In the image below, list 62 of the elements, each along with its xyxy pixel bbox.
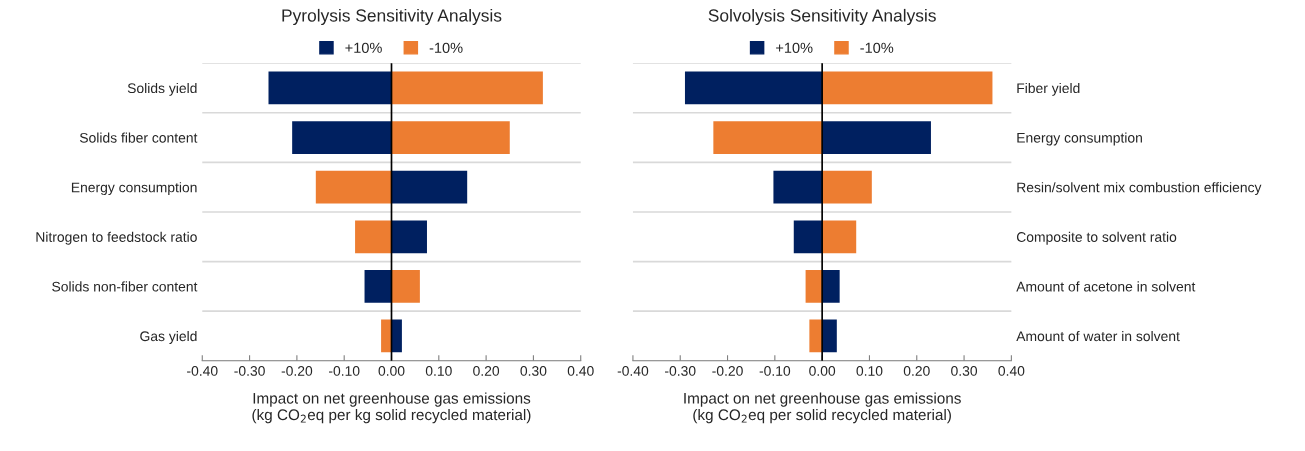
bar [391,121,510,154]
x-tick-label: -0.10 [759,366,791,376]
bar [822,319,837,353]
x-tick-label: 0.30 [520,366,547,376]
bar [809,319,823,353]
bar [315,170,392,204]
bar [822,170,872,204]
bar [391,220,427,254]
x-tick-label: 0.20 [473,366,500,376]
y-tick-label: Resin/solvent mix combustion efficiency [1017,182,1262,196]
x-tick-label: -0.10 [328,366,360,376]
bar [822,71,993,105]
y-tick-label: Fiber yield [1017,82,1080,96]
chart-title: Solvolysis Sensitivity Analysis [708,8,936,26]
bar [713,121,823,154]
legend-label: +10% [776,42,813,53]
y-tick-label: Energy consumption [1017,132,1142,146]
bar [822,270,840,303]
x-axis-title: Impact on net greenhouse gas emissions (kg CO$_{2}$eq per solid recycled material) [684,392,961,424]
x-tick-label: 0.40 [567,366,594,376]
x-tick-label: 0.20 [903,366,930,376]
bar [684,71,823,105]
bar [391,71,543,105]
bar [268,71,392,105]
y-tick-label: Amount of water in solvent [1016,330,1180,342]
y-tick-label: Solids fiber content [79,132,198,143]
x-tick-label: 0.00 [809,366,836,376]
x-tick-label: 0.30 [951,366,978,376]
y-tick-label: Solids yield [127,82,197,96]
y-tick-label: Gas yield [140,330,197,344]
legend-label: -10% [429,42,463,53]
x-tick-label: -0.20 [712,366,743,376]
bar [391,319,402,353]
y-tick-label: Amount of acetone in solvent [1016,281,1196,292]
bar [773,170,823,204]
bar [355,220,392,254]
bar [391,170,468,204]
bar [805,270,823,303]
x-axis-title: Impact on net greenhouse gas emissions (kg CO$_{2}$eq per kg solid recycled material) [252,392,531,424]
x-tick-label: -0.40 [617,366,649,376]
legend-label: -10% [860,42,894,53]
bar [292,121,392,154]
bar [391,270,420,303]
bar [381,319,392,353]
legend-label: +10% [345,42,382,53]
x-tick-label: -0.30 [234,366,265,376]
y-tick-label: Nitrogen to feedstock ratio [36,231,197,245]
bar [822,121,931,154]
bar [793,220,823,254]
y-tick-label: Solids non-fiber content [52,281,198,292]
y-tick-label: Composite to solvent ratio [1016,231,1177,245]
y-tick-label: Energy consumption [71,182,197,196]
x-tick-label: 0.10 [856,366,883,376]
x-tick-label: -0.30 [665,366,696,376]
x-tick-label: 0.10 [425,366,452,376]
x-tick-label: 0.40 [998,366,1025,376]
x-tick-label: 0.00 [378,366,405,376]
x-tick-label: -0.40 [187,366,218,376]
chart-title: Pyrolysis Sensitivity Analysis [282,8,502,26]
x-tick-label: -0.20 [281,366,313,376]
bar [364,270,392,303]
bar [822,220,857,254]
